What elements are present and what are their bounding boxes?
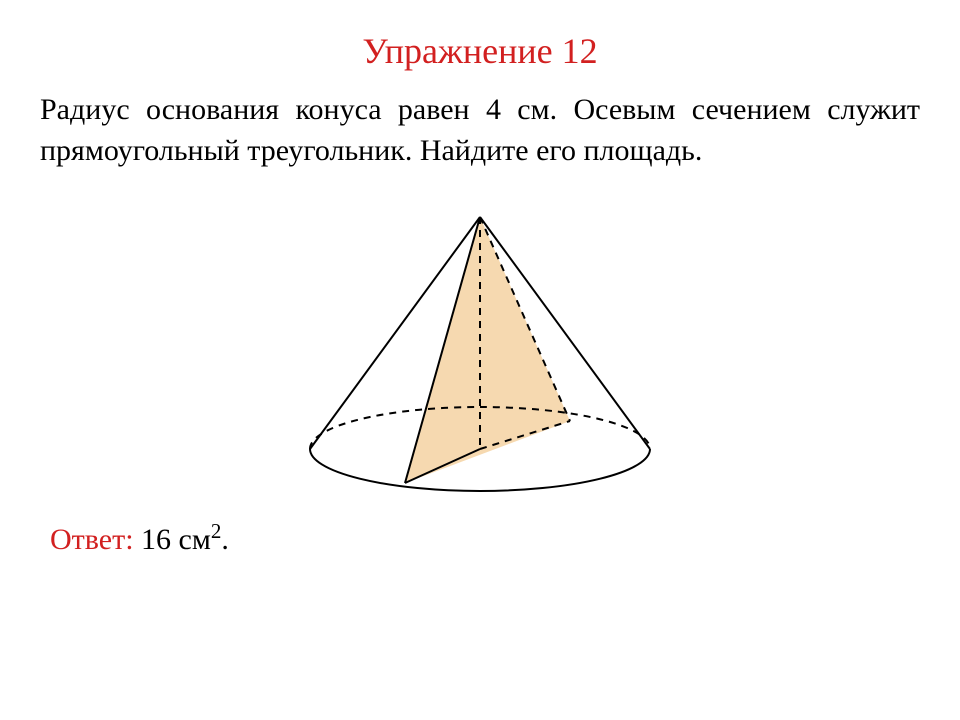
title-text: Упражнение 12	[362, 31, 597, 71]
answer-exponent: 2	[211, 519, 222, 543]
cone-diagram	[270, 199, 690, 499]
answer-line: Ответ: 16 см2.	[40, 519, 920, 557]
answer-suffix: .	[221, 523, 229, 556]
problem-statement: Радиус основания конуса равен 4 см. Осев…	[40, 90, 920, 171]
diagram-container	[40, 199, 920, 499]
exercise-title: Упражнение 12	[40, 30, 920, 72]
answer-label: Ответ:	[50, 523, 134, 556]
answer-value: 16 см	[141, 523, 211, 556]
slide: Упражнение 12 Радиус основания конуса ра…	[0, 0, 960, 720]
problem-text: Радиус основания конуса равен 4 см. Осев…	[40, 93, 920, 167]
